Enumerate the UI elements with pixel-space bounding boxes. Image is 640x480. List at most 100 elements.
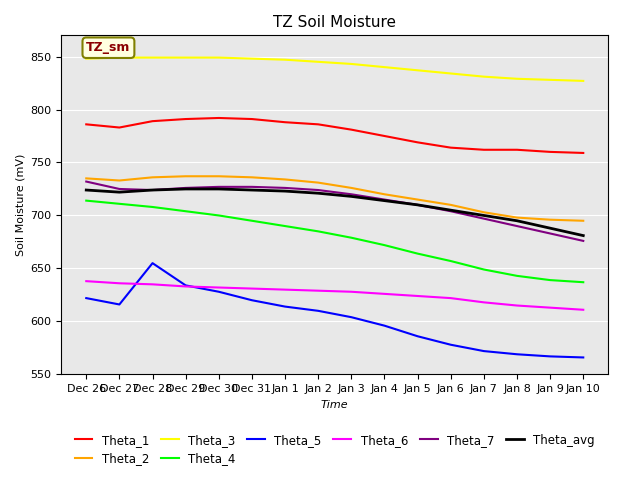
- Theta_3: [83, 56, 90, 61]
- Y-axis label: Soil Moisture (mV): Soil Moisture (mV): [15, 154, 25, 256]
- Theta_3: [447, 71, 454, 76]
- Theta_4: [83, 198, 90, 204]
- Theta_3: [413, 67, 421, 73]
- Theta_2: [281, 177, 289, 182]
- Theta_3: [148, 55, 156, 60]
- Theta_6: [547, 305, 554, 311]
- Title: TZ Soil Moisture: TZ Soil Moisture: [273, 15, 396, 30]
- Theta_avg: [148, 187, 156, 193]
- Theta_2: [83, 176, 90, 181]
- Theta_avg: [314, 191, 322, 196]
- Theta_3: [381, 64, 388, 70]
- Theta_3: [480, 74, 488, 80]
- Theta_7: [83, 179, 90, 184]
- Theta_7: [480, 216, 488, 222]
- Theta_4: [480, 266, 488, 272]
- Theta_3: [116, 55, 124, 60]
- Theta_avg: [215, 186, 223, 192]
- Theta_4: [579, 279, 587, 285]
- Line: Theta_3: Theta_3: [86, 58, 583, 81]
- Theta_4: [148, 204, 156, 210]
- Theta_6: [413, 293, 421, 299]
- Theta_4: [281, 223, 289, 229]
- Theta_2: [148, 174, 156, 180]
- Theta_7: [513, 223, 521, 229]
- Theta_5: [480, 348, 488, 354]
- Theta_6: [182, 284, 189, 289]
- Theta_4: [513, 273, 521, 279]
- Theta_6: [83, 278, 90, 284]
- Theta_5: [314, 308, 322, 314]
- Theta_5: [281, 304, 289, 310]
- Theta_7: [182, 185, 189, 191]
- Theta_1: [513, 147, 521, 153]
- Theta_avg: [248, 187, 256, 193]
- Theta_3: [579, 78, 587, 84]
- Theta_3: [348, 61, 355, 67]
- Line: Theta_4: Theta_4: [86, 201, 583, 282]
- Theta_5: [547, 353, 554, 359]
- Theta_6: [248, 286, 256, 291]
- Theta_1: [281, 120, 289, 125]
- Theta_4: [215, 213, 223, 218]
- Theta_avg: [447, 207, 454, 213]
- Theta_2: [314, 180, 322, 185]
- Theta_1: [314, 121, 322, 127]
- Line: Theta_7: Theta_7: [86, 181, 583, 241]
- Text: TZ_sm: TZ_sm: [86, 41, 131, 54]
- Theta_avg: [182, 186, 189, 192]
- Theta_2: [182, 173, 189, 179]
- Theta_6: [348, 289, 355, 295]
- Theta_6: [447, 295, 454, 301]
- Theta_4: [182, 208, 189, 214]
- Theta_3: [513, 76, 521, 82]
- Theta_2: [413, 197, 421, 203]
- Theta_4: [547, 277, 554, 283]
- Theta_5: [215, 289, 223, 295]
- Theta_4: [413, 251, 421, 256]
- Theta_5: [348, 314, 355, 320]
- Theta_avg: [579, 233, 587, 239]
- Theta_1: [182, 116, 189, 122]
- Theta_6: [148, 281, 156, 287]
- Theta_1: [547, 149, 554, 155]
- Theta_7: [547, 230, 554, 236]
- Theta_5: [579, 355, 587, 360]
- Theta_5: [513, 351, 521, 357]
- Theta_2: [116, 178, 124, 183]
- Theta_avg: [116, 189, 124, 195]
- Theta_avg: [413, 202, 421, 208]
- Theta_2: [215, 173, 223, 179]
- Theta_4: [248, 218, 256, 224]
- Theta_6: [116, 280, 124, 286]
- Theta_7: [413, 202, 421, 208]
- Theta_1: [348, 127, 355, 132]
- Theta_6: [579, 307, 587, 312]
- Legend: Theta_1, Theta_2, Theta_3, Theta_4, Theta_5, Theta_6, Theta_7, Theta_avg: Theta_1, Theta_2, Theta_3, Theta_4, Thet…: [70, 429, 600, 470]
- Theta_5: [381, 323, 388, 328]
- Theta_avg: [480, 213, 488, 218]
- Theta_7: [116, 186, 124, 192]
- Theta_5: [248, 297, 256, 303]
- Theta_7: [348, 192, 355, 197]
- Line: Theta_avg: Theta_avg: [86, 189, 583, 236]
- Theta_avg: [83, 187, 90, 193]
- Theta_1: [248, 116, 256, 122]
- Theta_avg: [381, 198, 388, 204]
- Theta_6: [381, 291, 388, 297]
- Theta_1: [148, 118, 156, 124]
- Theta_3: [547, 77, 554, 83]
- Theta_2: [248, 174, 256, 180]
- Theta_2: [447, 202, 454, 208]
- Theta_3: [248, 56, 256, 61]
- Theta_avg: [281, 188, 289, 194]
- Theta_7: [447, 208, 454, 214]
- Theta_5: [83, 295, 90, 301]
- Theta_1: [83, 121, 90, 127]
- Theta_3: [182, 55, 189, 60]
- Theta_5: [116, 301, 124, 307]
- Line: Theta_2: Theta_2: [86, 176, 583, 221]
- Theta_2: [381, 192, 388, 197]
- Line: Theta_5: Theta_5: [86, 263, 583, 358]
- Theta_5: [413, 334, 421, 339]
